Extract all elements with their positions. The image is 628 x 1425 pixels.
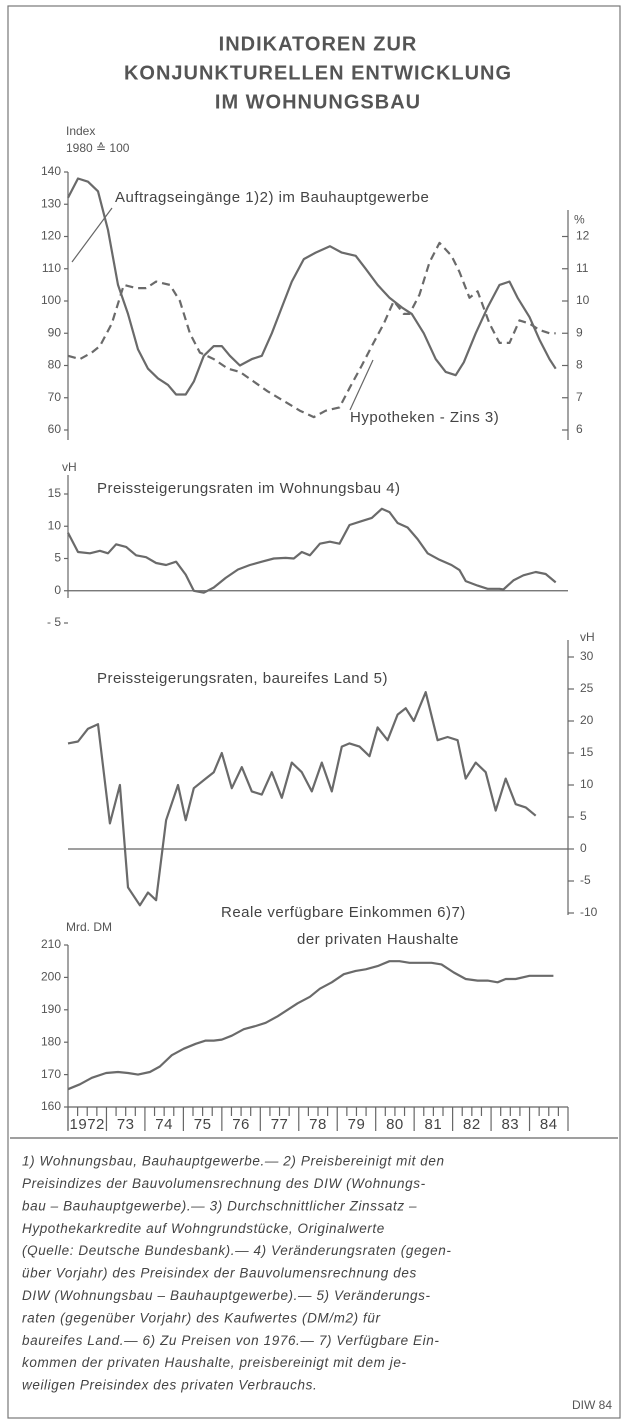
y-tick-label: 210	[41, 937, 61, 951]
y-axis-label: vH	[62, 460, 77, 474]
y-tick-label: 5	[580, 809, 587, 823]
x-tick-label: 73	[117, 1116, 135, 1133]
footnote: über Vorjahr) des Preisindex der Bauvolu…	[22, 1266, 417, 1281]
y-tick-label: 25	[580, 681, 594, 695]
panel-title: der privaten Haushalte	[297, 931, 459, 948]
series-line	[67, 960, 554, 1091]
x-tick-label: 75	[194, 1116, 212, 1133]
leader-line	[71, 207, 113, 263]
y-axis-label: vH	[580, 630, 595, 644]
x-tick-label: 76	[232, 1116, 250, 1133]
y-tick-label: 130	[41, 196, 61, 210]
y-tick-label: -5	[580, 873, 591, 887]
y-tick-label: 140	[41, 164, 61, 178]
x-tick-label: 1972	[70, 1116, 105, 1133]
panel-title: Preissteigerungsraten im Wohnungsbau 4)	[97, 480, 401, 497]
y-tick-label: 20	[580, 713, 594, 727]
y2-tick-label: 7	[576, 390, 583, 404]
y2-tick-label: 12	[576, 229, 590, 243]
y-tick-label: 90	[48, 325, 62, 339]
y-tick-label: 120	[41, 229, 61, 243]
series-line	[67, 691, 537, 907]
footnote: (Quelle: Deutsche Bundesbank).— 4) Verän…	[22, 1243, 451, 1258]
y-axis-label: Index	[66, 124, 95, 138]
y-tick-label: 190	[41, 1002, 61, 1016]
frame	[7, 5, 621, 1419]
footnote: Hypothekarkredite auf Wohngrundstücke, O…	[22, 1221, 385, 1236]
panel-title: Preissteigerungsraten, baureifes Land 5)	[97, 670, 388, 687]
panel-title: Reale verfügbare Einkommen 6)7)	[221, 904, 466, 921]
x-tick-label: 80	[386, 1116, 404, 1133]
leader-line	[349, 359, 374, 411]
page-title: INDIKATOREN ZUR	[219, 33, 418, 55]
footnote: bau – Bauhauptgewerbe).— 3) Durchschnitt…	[22, 1198, 417, 1213]
footnote: weiligen Preisindex des privaten Verbrau…	[22, 1378, 317, 1393]
series-label: Hypotheken - Zins 3)	[350, 409, 499, 426]
x-tick-label: 84	[540, 1116, 558, 1133]
y-tick-label: 80	[48, 358, 62, 372]
y-tick-label: 0	[54, 583, 61, 597]
x-tick-label: 77	[271, 1116, 289, 1133]
footnote: Preisindizes der Bauvolumensrechnung des…	[22, 1176, 426, 1191]
y-tick-label: 100	[41, 293, 61, 307]
y2-tick-label: 11	[576, 261, 589, 275]
y-axis-label: 1980 ≙ 100	[66, 141, 130, 155]
y-tick-label: 10	[580, 777, 594, 791]
y-tick-label: 15	[580, 745, 594, 759]
x-tick-label: 79	[348, 1116, 366, 1133]
y2-tick-label: 10	[576, 293, 590, 307]
y-tick-label: 15	[48, 486, 62, 500]
y-tick-label: 160	[41, 1099, 61, 1113]
source: DIW 84	[572, 1398, 612, 1412]
y-tick-label: 70	[48, 390, 62, 404]
series-line	[67, 241, 556, 419]
y2-tick-label: 8	[576, 358, 583, 372]
y2-axis-label: %	[574, 213, 585, 227]
x-tick-label: 82	[463, 1116, 481, 1133]
footnote: DIW (Wohnungsbau – Bauhauptgewerbe).— 5)…	[22, 1288, 431, 1303]
page-title: IM WOHNUNGSBAU	[215, 91, 421, 113]
y-tick-label: 170	[41, 1067, 61, 1081]
x-tick-label: 78	[309, 1116, 327, 1133]
x-tick-label: 81	[425, 1116, 443, 1133]
y2-tick-label: 6	[576, 422, 583, 436]
y-tick-label: -10	[580, 905, 598, 919]
y-tick-label: 200	[41, 970, 61, 984]
series-line	[67, 507, 557, 594]
y-axis-label: Mrd. DM	[66, 920, 112, 934]
y-tick-label: - 5	[47, 615, 61, 629]
x-tick-label: 83	[501, 1116, 519, 1133]
y-tick-label: 180	[41, 1034, 61, 1048]
footnote: raten (gegenüber Vorjahr) des Kaufwertes…	[22, 1310, 381, 1325]
y-tick-label: 0	[580, 841, 587, 855]
y-tick-label: 30	[580, 649, 594, 663]
page-title: KONJUNKTURELLEN ENTWICKLUNG	[124, 62, 512, 84]
y-tick-label: 110	[42, 261, 61, 275]
y-tick-label: 5	[54, 551, 61, 565]
x-tick-label: 74	[155, 1116, 173, 1133]
y2-tick-label: 9	[576, 325, 583, 339]
footnote: kommen der privaten Haushalte, preisbere…	[22, 1355, 407, 1370]
series-label: Auftragseingänge 1)2) im Bauhauptgewerbe	[115, 189, 429, 206]
footnote: 1) Wohnungsbau, Bauhauptgewerbe.— 2) Pre…	[22, 1154, 445, 1169]
y-tick-label: 60	[48, 422, 62, 436]
footnote: baureifes Land.— 6) Zu Preisen von 1976.…	[22, 1333, 439, 1348]
series-line	[67, 177, 557, 396]
y-tick-label: 10	[48, 518, 62, 532]
